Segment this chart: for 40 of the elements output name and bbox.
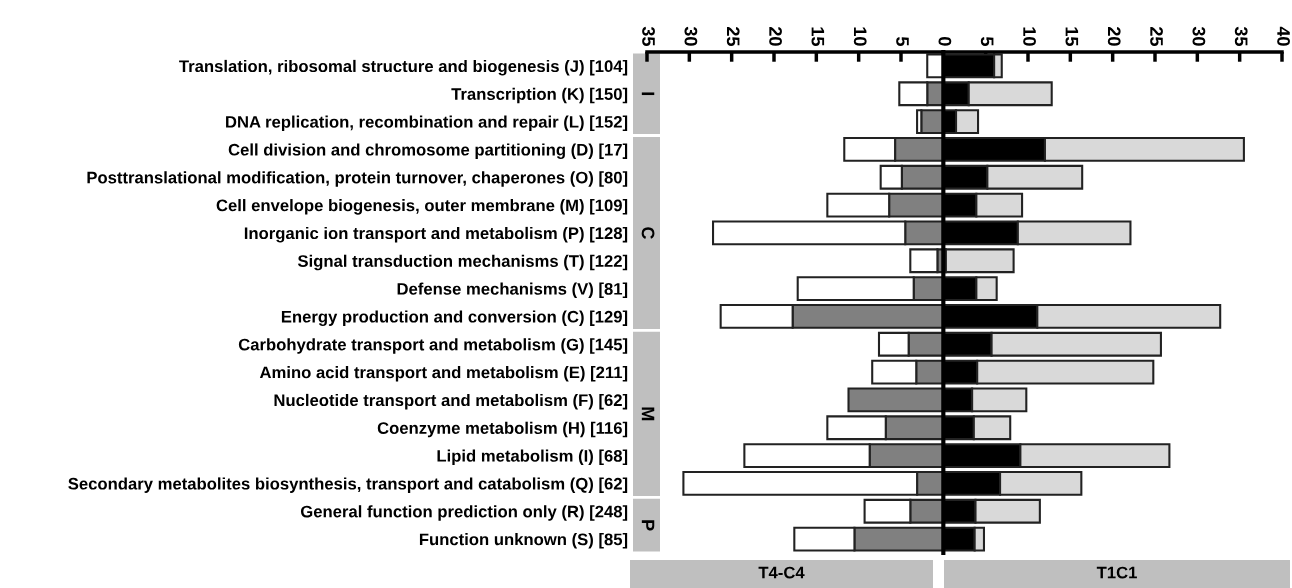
annotation: M (641, 407, 655, 421)
x-tick-label: 20 (769, 26, 782, 46)
y-tick-label: Posttranslational modification, protein turnover, chaperones (O) [80] (87, 171, 628, 187)
y-tick-label: Carbohydrate transport and metabolism (G) [145] (238, 338, 628, 354)
y-tick-label: Cell envelope biogenesis, outer membrane (M) [109] (216, 199, 628, 215)
x-tick-label: 30 (684, 26, 698, 46)
y-tick-label: Energy production and conversion (C) [129] (281, 310, 628, 326)
x-tick-label: 30 (1192, 26, 1206, 46)
x-tick-label: 5 (980, 36, 994, 46)
annotation: C (641, 227, 655, 239)
x-tick-label: 15 (1065, 27, 1079, 46)
y-tick-label: Function unknown (S) [85] (419, 533, 628, 549)
x-tick-label: 35 (642, 26, 655, 46)
y-tick-label: Defense mechanisms (V) [81] (397, 282, 628, 299)
annotation: P (641, 520, 655, 531)
y-tick-label: Inorganic ion transport and metabolism (P) [128] (244, 226, 628, 243)
x-tick-label: 40 (1277, 26, 1290, 46)
x-tick-label: 25 (1150, 26, 1163, 46)
text: T1C1 (1096, 566, 1137, 579)
x-tick-label: 35 (1234, 26, 1248, 46)
y-tick-label: Secondary metabolites biosynthesis, transport and catabolism (Q) [62] (68, 477, 628, 493)
text: T4-C4 (758, 566, 805, 579)
y-tick-label: Cell division and chromosome partitioning (D) [17] (228, 143, 628, 159)
annotation: I (641, 92, 655, 96)
x-tick-label: 15 (811, 27, 825, 46)
x-tick-label: 10 (1023, 27, 1036, 46)
y-tick-label: Translation, ribosomal structure and biogenesis (J) [104] (179, 59, 628, 76)
y-tick-label: General function prediction only (R) [248] (300, 505, 628, 521)
x-tick-label: 20 (1107, 26, 1121, 46)
x-tick-label: 0 (938, 37, 952, 46)
y-tick-label: Amino acid transport and metabolism (E) [211] (259, 366, 628, 382)
y-tick-label: Coenzyme metabolism (H) [116] (377, 421, 628, 438)
x-tick-label: 10 (853, 27, 867, 46)
y-tick-label: Lipid metabolism (I) [68] (437, 449, 628, 466)
y-tick-label: Nucleotide transport and metabolism (F) [62] (274, 393, 628, 410)
y-tick-label: Signal transduction mechanisms (T) [122] (297, 254, 628, 271)
y-tick-label: Transcription (K) [150] (451, 87, 628, 104)
x-tick-label: 25 (726, 26, 740, 46)
x-tick-label: 5 (896, 36, 909, 46)
y-tick-label: DNA replication, recombination and repair (L) [152] (226, 115, 628, 132)
